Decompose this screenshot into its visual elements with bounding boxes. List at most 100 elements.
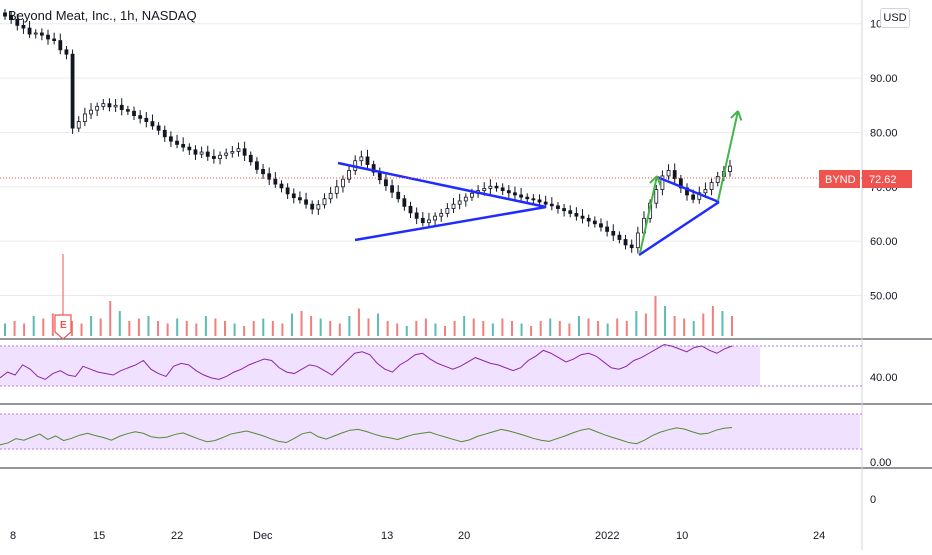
candle-body bbox=[414, 212, 419, 219]
candle-body bbox=[21, 24, 26, 29]
volume-bar bbox=[204, 316, 207, 336]
x-axis-label: 24 bbox=[813, 530, 825, 542]
volume-bar bbox=[157, 321, 160, 336]
volume-bar bbox=[405, 326, 408, 336]
volume-bar bbox=[32, 316, 35, 336]
candle-body bbox=[513, 192, 517, 196]
volume-bar bbox=[520, 323, 523, 336]
volume-bar bbox=[147, 316, 150, 336]
candle-body bbox=[113, 104, 118, 108]
candle-body bbox=[709, 182, 714, 190]
candle-body bbox=[46, 34, 50, 40]
volume-bar bbox=[357, 308, 360, 336]
candle-body bbox=[599, 223, 603, 228]
candle-body bbox=[138, 115, 143, 119]
volume-bar bbox=[377, 313, 380, 336]
volume-bar bbox=[396, 323, 399, 336]
candle-body bbox=[285, 187, 290, 195]
candle-body bbox=[445, 208, 450, 214]
volume-bar bbox=[290, 313, 293, 336]
osc-line bbox=[0, 427, 733, 446]
candle-body bbox=[64, 49, 69, 55]
candle-body bbox=[89, 109, 93, 115]
candle-body bbox=[347, 170, 351, 180]
candle-body bbox=[33, 32, 38, 35]
rsi-line bbox=[0, 344, 733, 380]
currency-button[interactable]: USD bbox=[880, 8, 910, 28]
volume-bar bbox=[118, 311, 121, 336]
volume-bar bbox=[166, 323, 169, 336]
volume-bar bbox=[501, 318, 504, 336]
volume-bar bbox=[128, 321, 131, 336]
candle-body bbox=[420, 217, 425, 224]
x-axis-labels: 8 15 22 Dec 13 20 2022 10 24 bbox=[10, 530, 825, 542]
candle-body bbox=[150, 121, 155, 127]
price-candles bbox=[3, 9, 732, 254]
candle-body bbox=[617, 234, 622, 240]
volume-bar bbox=[577, 316, 580, 336]
volume-bar bbox=[530, 326, 533, 336]
trendline bbox=[638, 200, 720, 257]
candle-body bbox=[82, 113, 87, 122]
volume-bar bbox=[702, 313, 705, 336]
candle-body bbox=[470, 192, 474, 198]
candle-body bbox=[629, 244, 634, 249]
candle-body bbox=[703, 189, 708, 194]
candle-body bbox=[58, 40, 63, 51]
volume-bar bbox=[233, 323, 236, 336]
candle-body bbox=[427, 219, 431, 224]
candle-body bbox=[119, 104, 124, 111]
osc-band bbox=[0, 414, 860, 449]
volume-bar bbox=[300, 311, 303, 336]
candle-body bbox=[506, 190, 511, 194]
candle-body bbox=[402, 198, 407, 207]
candle-body bbox=[3, 12, 7, 17]
candle-body bbox=[715, 176, 720, 183]
projection-arrows bbox=[639, 110, 743, 254]
volume-bar bbox=[491, 323, 494, 336]
volume-bar bbox=[214, 318, 217, 336]
x-axis-label: 2022 bbox=[595, 530, 619, 542]
candle-body bbox=[76, 121, 81, 129]
candle-body bbox=[70, 53, 75, 129]
candle-body bbox=[273, 178, 278, 185]
bottom-pane bbox=[0, 468, 862, 550]
candle-body bbox=[261, 169, 265, 175]
osc-axis-label: 0.00 bbox=[870, 457, 891, 469]
candle-body bbox=[205, 151, 210, 157]
volume-bar bbox=[587, 318, 590, 336]
volume-bar bbox=[338, 323, 341, 336]
volume-bar bbox=[711, 306, 714, 336]
volume-bar bbox=[510, 321, 513, 336]
volume-bar bbox=[482, 321, 485, 336]
candle-body bbox=[371, 164, 376, 173]
candle-body bbox=[162, 129, 167, 138]
current-price-tag: BYND 72.62 bbox=[0, 170, 912, 188]
candle-body bbox=[230, 151, 235, 154]
volume-bar bbox=[271, 321, 274, 336]
price-grid bbox=[0, 23, 862, 297]
volume-bar bbox=[70, 321, 73, 336]
volume-bar bbox=[424, 318, 427, 336]
volume-bar bbox=[51, 313, 54, 336]
candle-body bbox=[549, 203, 554, 207]
candle-body bbox=[248, 154, 253, 163]
candle-body bbox=[304, 199, 308, 205]
candle-body bbox=[580, 215, 585, 219]
candle-body bbox=[556, 205, 560, 209]
projection-arrowhead bbox=[737, 110, 743, 121]
candle-body bbox=[224, 152, 229, 156]
candle-body bbox=[181, 144, 186, 148]
candle-body bbox=[488, 185, 493, 189]
volume-bar bbox=[664, 306, 667, 336]
x-axis-label: 13 bbox=[381, 530, 393, 542]
candle-body bbox=[144, 117, 149, 122]
candle-body bbox=[408, 205, 413, 214]
candle-body bbox=[390, 185, 394, 193]
bottom-axis-label: 0 bbox=[870, 494, 876, 506]
volume-bar bbox=[434, 323, 437, 336]
volume-bar bbox=[243, 326, 246, 336]
volume-bar bbox=[109, 301, 112, 336]
candle-body bbox=[267, 173, 272, 180]
